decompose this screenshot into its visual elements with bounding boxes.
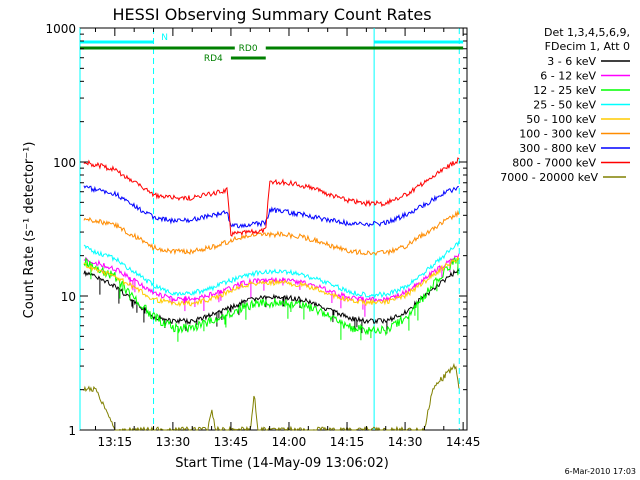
legend-header-line-1: Det 1,3,4,5,6,9, xyxy=(544,26,630,39)
x-tick-label: 13:45 xyxy=(214,435,249,449)
y-tick-label: 1000 xyxy=(45,22,76,36)
legend-label: 3 - 6 keV xyxy=(547,55,596,68)
chart-title: HESSI Observing Summary Count Rates xyxy=(112,5,431,24)
x-tick-label: 13:30 xyxy=(156,435,191,449)
series-line xyxy=(83,253,460,317)
series-line xyxy=(83,255,460,308)
series-line xyxy=(83,185,459,229)
legend-label: 12 - 25 keV xyxy=(533,84,596,97)
series-group xyxy=(83,157,460,432)
legend-label: 50 - 100 keV xyxy=(526,113,596,126)
boundary-lines xyxy=(79,28,460,430)
state-label: RD4 xyxy=(204,54,223,64)
series-line xyxy=(83,240,460,298)
x-tick-label: 14:00 xyxy=(272,435,307,449)
legend-label: 6 - 12 keV xyxy=(540,70,596,83)
x-tick-label: 13:15 xyxy=(98,435,133,449)
legend-label: 100 - 300 keV xyxy=(519,128,596,141)
series-line xyxy=(83,257,460,342)
series-line xyxy=(83,209,460,256)
x-tick-label: 14:30 xyxy=(388,435,423,449)
state-label: RD0 xyxy=(239,44,258,54)
series-line xyxy=(83,362,460,432)
state-label: N xyxy=(161,33,168,43)
legend-label: 300 - 800 keV xyxy=(519,142,596,155)
footer-date: 6-Mar-2010 17:03 xyxy=(565,467,636,476)
series-line xyxy=(83,157,460,237)
plot-area xyxy=(79,27,468,431)
y-tick-label: 100 xyxy=(53,156,76,170)
x-tick-label: 14:15 xyxy=(330,435,365,449)
plot-frame xyxy=(79,27,468,431)
legend: Det 1,3,4,5,6,9, FDecim 1, Att 0 3 - 6 k… xyxy=(500,26,630,184)
state-bars: N RD0 RD4 xyxy=(80,33,464,64)
legend-label: 25 - 50 keV xyxy=(533,99,596,112)
legend-header-line-2: FDecim 1, Att 0 xyxy=(545,40,630,53)
y-tick-label: 1 xyxy=(68,424,76,438)
legend-label: 7000 - 20000 keV xyxy=(500,171,598,184)
axes: 13:15 13:30 13:45 14:00 14:15 14:30 14:45 1 10 10… xyxy=(45,22,480,449)
legend-label: 800 - 7000 keV xyxy=(512,157,596,170)
y-axis-label: Count Rate (s⁻¹ detector⁻¹) xyxy=(22,142,37,319)
y-tick-label: 10 xyxy=(61,290,76,304)
x-axis-label: Start Time (14-May-09 13:06:02) xyxy=(175,456,389,471)
x-tick-label: 14:45 xyxy=(446,435,481,449)
